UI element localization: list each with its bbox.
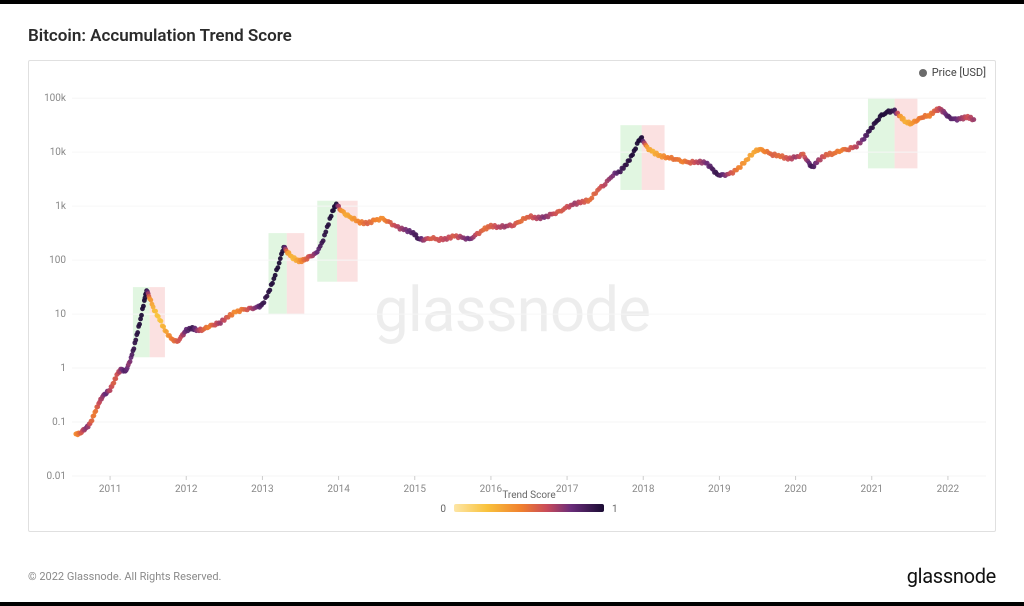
svg-text:1: 1 [60,363,66,374]
svg-text:2019: 2019 [708,484,730,495]
svg-text:1: 1 [612,504,618,515]
svg-text:2015: 2015 [404,484,427,495]
price-chart: 2011 2012 2013 2014 2015 2016 2017 2018 2019 2020… [28,60,996,532]
svg-text:0: 0 [440,504,446,515]
svg-text:2021: 2021 [861,484,883,495]
svg-text:2011: 2011 [99,484,121,495]
svg-text:2017: 2017 [556,484,579,495]
svg-text:100: 100 [49,255,66,266]
svg-text:0.1: 0.1 [52,417,66,428]
svg-text:2020: 2020 [784,484,807,495]
svg-text:100k: 100k [44,93,67,104]
chart-title: Bitcoin: Accumulation Trend Score [28,26,292,46]
svg-text:2014: 2014 [327,484,350,495]
svg-text:10: 10 [55,309,67,320]
svg-text:2018: 2018 [632,484,655,495]
svg-text:10k: 10k [50,147,67,158]
copyright: © 2022 Glassnode. All Rights Reserved. [28,570,221,583]
brand-logo: glassnode [907,564,996,588]
svg-text:2013: 2013 [251,484,273,495]
svg-text:2012: 2012 [175,484,198,495]
svg-text:2022: 2022 [937,484,960,495]
svg-text:2016: 2016 [480,484,503,495]
svg-text:Trend Score: Trend Score [502,490,555,501]
svg-text:0.01: 0.01 [47,471,67,482]
svg-text:1k: 1k [55,201,67,212]
